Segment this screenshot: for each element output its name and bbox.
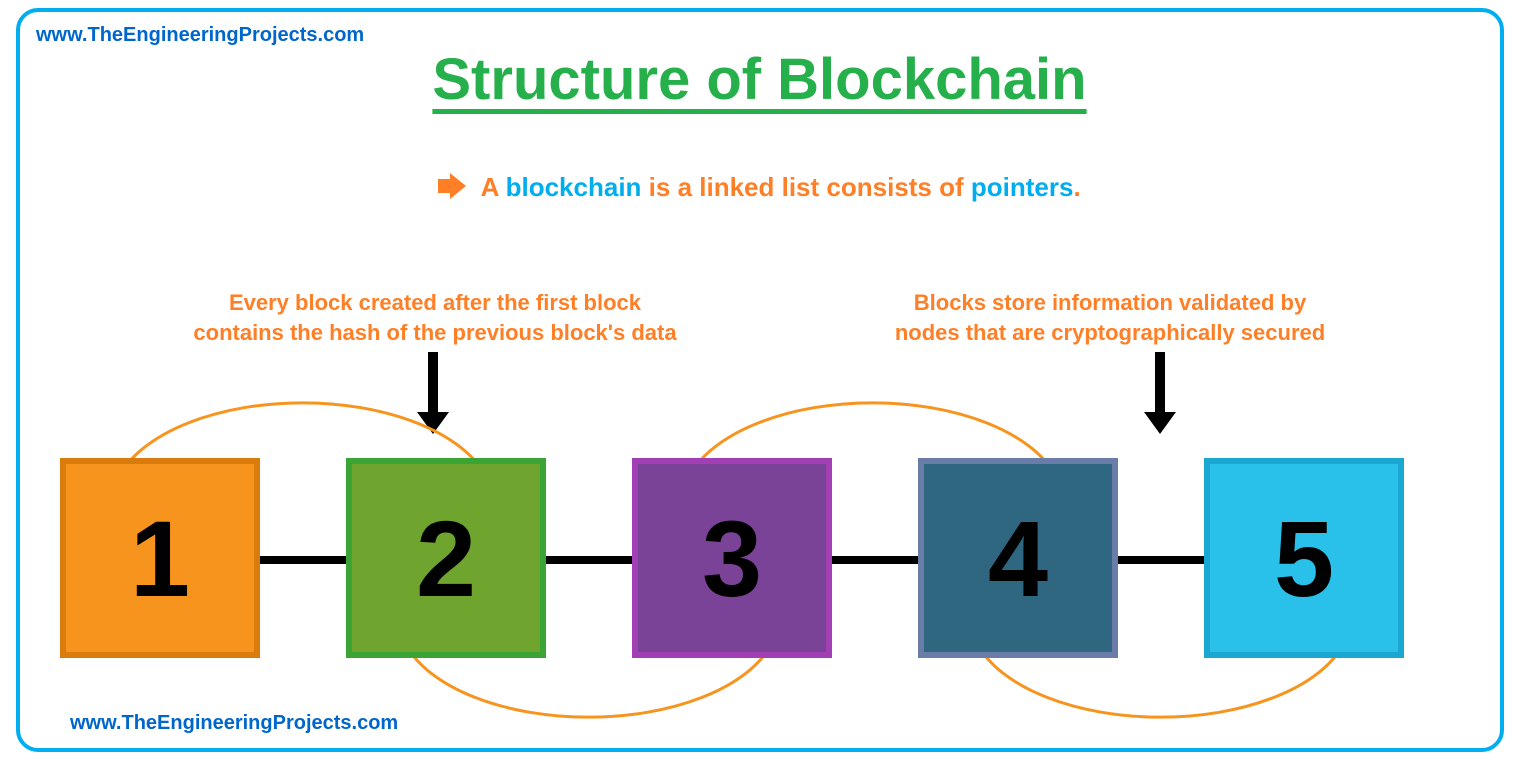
bullet-arrow-icon — [438, 173, 466, 206]
block-2-number: 2 — [416, 496, 476, 621]
block-2: 2 — [346, 458, 546, 658]
page-title: Structure of Blockchain — [0, 46, 1519, 113]
block-3: 3 — [632, 458, 832, 658]
chain-link-1 — [260, 556, 346, 564]
subtitle-seg-1: blockchain — [506, 172, 642, 202]
annotation-left: Every block created after the first bloc… — [130, 288, 740, 347]
block-4: 4 — [918, 458, 1118, 658]
block-5-number: 5 — [1274, 496, 1334, 621]
annotation-left-line2: contains the hash of the previous block'… — [193, 320, 676, 345]
block-5: 5 — [1204, 458, 1404, 658]
subtitle-seg-0: A — [481, 172, 506, 202]
annotation-left-line1: Every block created after the first bloc… — [229, 290, 641, 315]
subtitle: A blockchain is a linked list consists o… — [0, 172, 1519, 206]
annotation-right: Blocks store information validated by no… — [770, 288, 1450, 347]
block-3-number: 3 — [702, 496, 762, 621]
subtitle-seg-4: . — [1073, 172, 1080, 202]
subtitle-seg-2: is a linked list consists of — [641, 172, 970, 202]
annotation-right-line2: nodes that are cryptographically secured — [895, 320, 1325, 345]
block-1: 1 — [60, 458, 260, 658]
pointer-arrow-right-shaft — [1155, 352, 1165, 412]
chain-link-4 — [1118, 556, 1204, 564]
watermark-top: www.TheEngineeringProjects.com — [36, 24, 364, 47]
chain-link-2 — [546, 556, 632, 564]
watermark-bottom: www.TheEngineeringProjects.com — [70, 712, 398, 735]
pointer-arrow-right-head — [1144, 412, 1176, 434]
subtitle-seg-3: pointers — [971, 172, 1074, 202]
title-text: Structure of Blockchain — [432, 47, 1086, 112]
chain-link-3 — [832, 556, 918, 564]
annotation-right-line1: Blocks store information validated by — [914, 290, 1306, 315]
block-1-number: 1 — [130, 496, 190, 621]
block-4-number: 4 — [988, 496, 1048, 621]
